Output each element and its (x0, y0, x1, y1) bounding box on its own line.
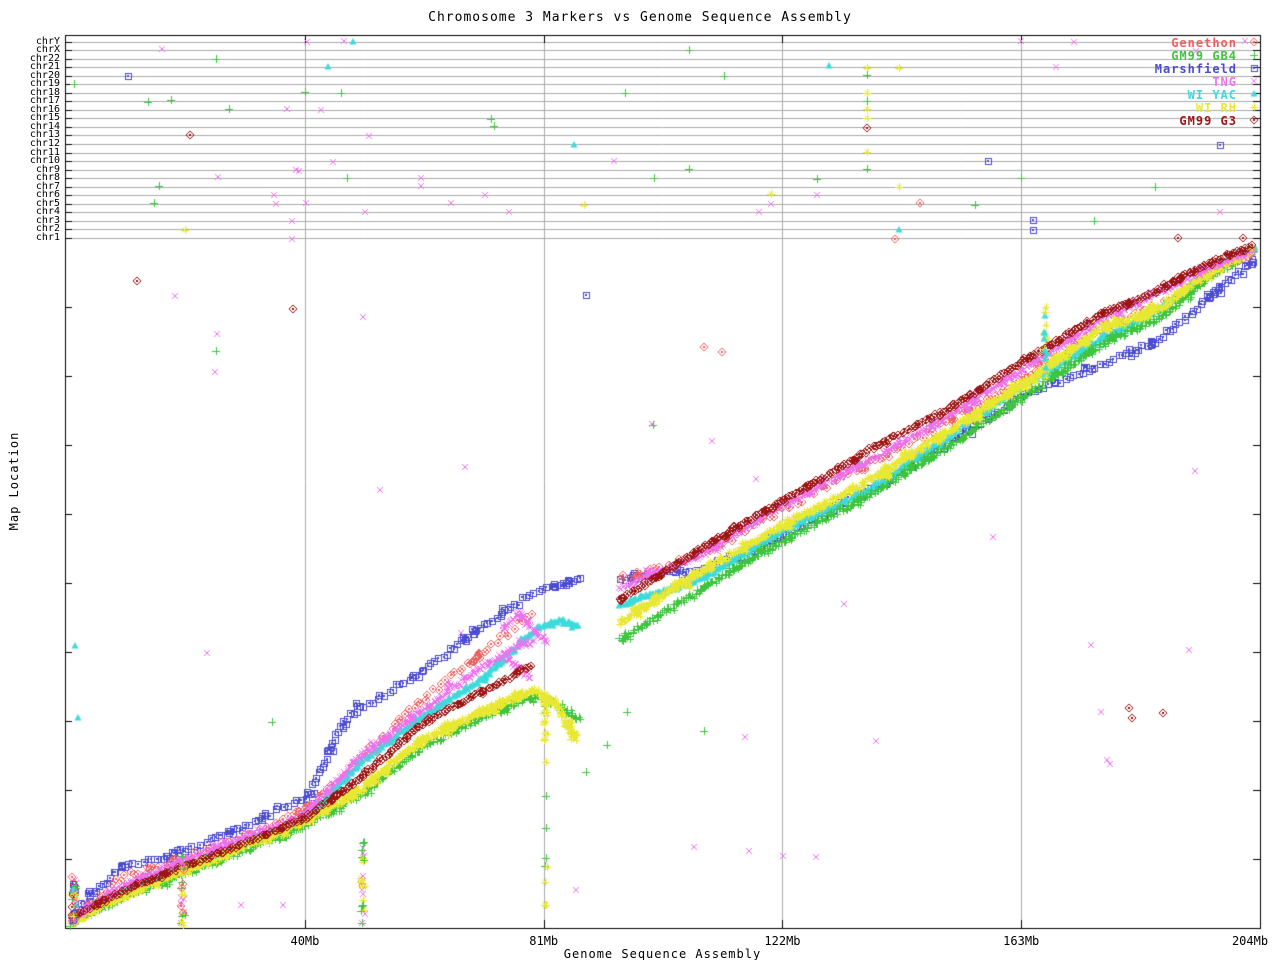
y-axis-label: Map Location (7, 431, 21, 531)
y-axis-chromosome-label: chr4 (35, 206, 60, 218)
y-axis-chromosome-label: chr1 (35, 231, 60, 243)
y-axis-chromosome-label: chr11 (29, 146, 60, 158)
legend-item: GM99 GB4 (1155, 48, 1262, 63)
y-axis-chromosome-label: chr14 (29, 120, 60, 132)
y-axis-chromosome-label: chr10 (29, 155, 60, 167)
legend-item: Genethon (1155, 35, 1262, 50)
legend-item: WI RH (1155, 100, 1262, 115)
y-axis-chromosome-label: chr2 (35, 223, 60, 235)
y-axis-chromosome-label: chr21 (29, 61, 60, 73)
legend-marker-icon (1246, 75, 1262, 88)
legend-item-label: TNG (1212, 74, 1237, 89)
legend-marker-icon (1246, 101, 1262, 114)
x-axis-tick-label: 204Mb (1231, 934, 1269, 948)
y-axis-chromosome-label: chr5 (35, 197, 60, 209)
legend-marker-icon (1246, 62, 1262, 75)
legend-marker-icon (1246, 88, 1262, 101)
legend-marker-icon (1246, 114, 1262, 127)
legend: Genethon GM99 GB4 Marshfield TNG WI YAC WI RH… (1154, 35, 1262, 128)
legend-item-label: GM99 GB4 (1171, 48, 1237, 63)
y-axis-chromosome-label: chr19 (29, 78, 60, 90)
x-axis-tick-label: 163Mb (1003, 934, 1040, 948)
y-axis-chromosome-label: chr20 (29, 69, 60, 81)
y-axis-chromosome-label: chr17 (29, 95, 60, 107)
y-axis-chromosome-label: chr13 (29, 129, 60, 141)
legend-item-label: GM99 G3 (1179, 113, 1237, 128)
y-axis-chromosome-label: chr15 (29, 112, 60, 124)
y-axis-chromosome-label: chr3 (35, 214, 60, 226)
x-axis-tick-label: 81Mb (529, 934, 559, 948)
y-axis-chromosome-label: chr16 (29, 103, 60, 115)
legend-item: TNG (1155, 74, 1262, 89)
legend-item: WI YAC (1155, 87, 1262, 102)
legend-item-label: Marshfield (1154, 61, 1237, 76)
x-axis-label: Genome Sequence Assembly (563, 947, 762, 960)
x-axis-tick-label: 40Mb (290, 934, 320, 948)
y-axis-chromosome-label: chr9 (35, 163, 60, 175)
y-axis-chromosome-label: chr7 (35, 180, 60, 192)
legend-item: GM99 G3 (1155, 113, 1262, 128)
y-axis-chromosome-label: chrY (35, 35, 60, 47)
legend-item-label: Genethon (1171, 35, 1237, 50)
legend-marker-icon (1246, 36, 1262, 49)
legend-item-label: WI RH (1195, 100, 1237, 115)
y-axis-chromosome-label: chr8 (35, 172, 60, 184)
y-axis-chromosome-label: chr6 (35, 189, 60, 201)
y-axis-chromosome-label: chr12 (29, 137, 60, 149)
legend-item-label: WI YAC (1187, 87, 1237, 102)
x-axis-tick-label: 122Mb (764, 934, 801, 948)
legend-item: Marshfield (1154, 61, 1262, 76)
chart-title: Chromosome 3 Markers vs Genome Sequence … (428, 10, 852, 25)
y-axis-chromosome-label: chrX (35, 44, 60, 56)
legend-marker-icon (1246, 49, 1262, 62)
y-axis-chromosome-label: chr22 (29, 52, 60, 64)
y-axis-chromosome-label: chr18 (29, 86, 60, 98)
